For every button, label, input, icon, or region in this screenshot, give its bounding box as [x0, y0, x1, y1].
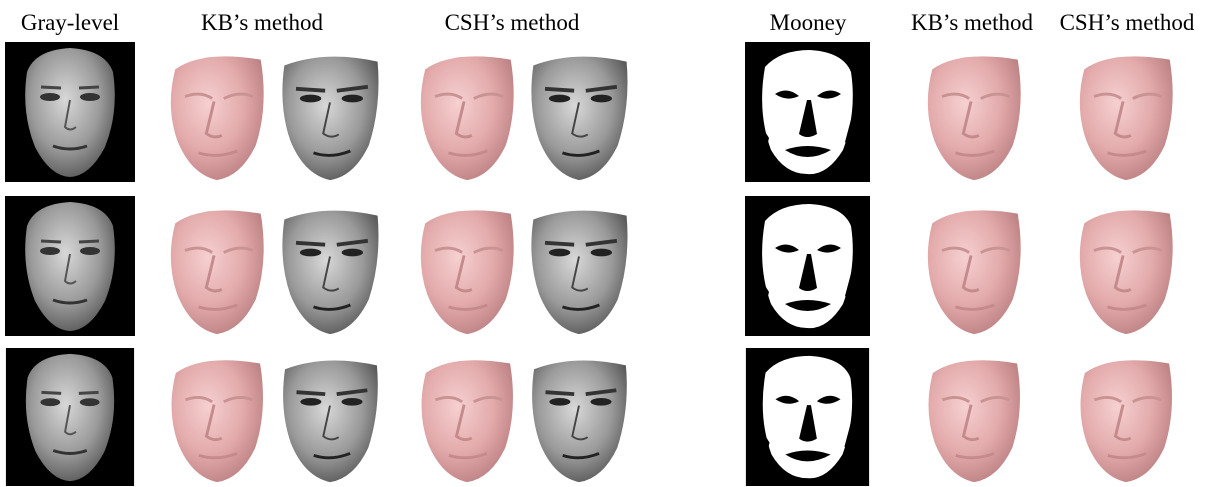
kb-shape: [926, 358, 1022, 484]
column-header: Mooney: [770, 10, 847, 35]
kb-textured: [280, 208, 381, 337]
csh-shape: [419, 208, 516, 336]
mooney-image: [745, 196, 870, 336]
column-header: KB’s method: [911, 10, 1034, 35]
column-header: KB’s method: [201, 10, 324, 35]
mooney-image: [745, 42, 870, 182]
csh-shape: [419, 358, 515, 484]
kb-shape: [169, 358, 265, 484]
csh-textured: [529, 208, 630, 337]
kb-shape: [169, 208, 266, 336]
kb-shape: [169, 54, 266, 182]
gray-level-image: [5, 196, 135, 336]
mooney-image: [745, 348, 870, 486]
csh-shape: [1078, 54, 1175, 182]
csh-textured: [529, 54, 630, 183]
kb-textured: [280, 54, 381, 183]
csh-shape: [419, 54, 516, 182]
gray-level-image: [5, 348, 135, 486]
gray-level-image: [5, 42, 135, 182]
csh-shape: [1078, 208, 1175, 336]
csh-shape: [1078, 358, 1174, 484]
csh-textured: [530, 358, 629, 485]
column-header: Gray-level: [21, 10, 119, 35]
kb-textured: [281, 358, 380, 485]
kb-shape: [926, 208, 1023, 336]
column-header: CSH’s method: [445, 10, 580, 35]
kb-shape: [926, 54, 1023, 182]
column-header: CSH’s method: [1060, 10, 1195, 35]
row: [5, 196, 1175, 337]
row: [5, 348, 1174, 486]
row: [5, 42, 1175, 183]
